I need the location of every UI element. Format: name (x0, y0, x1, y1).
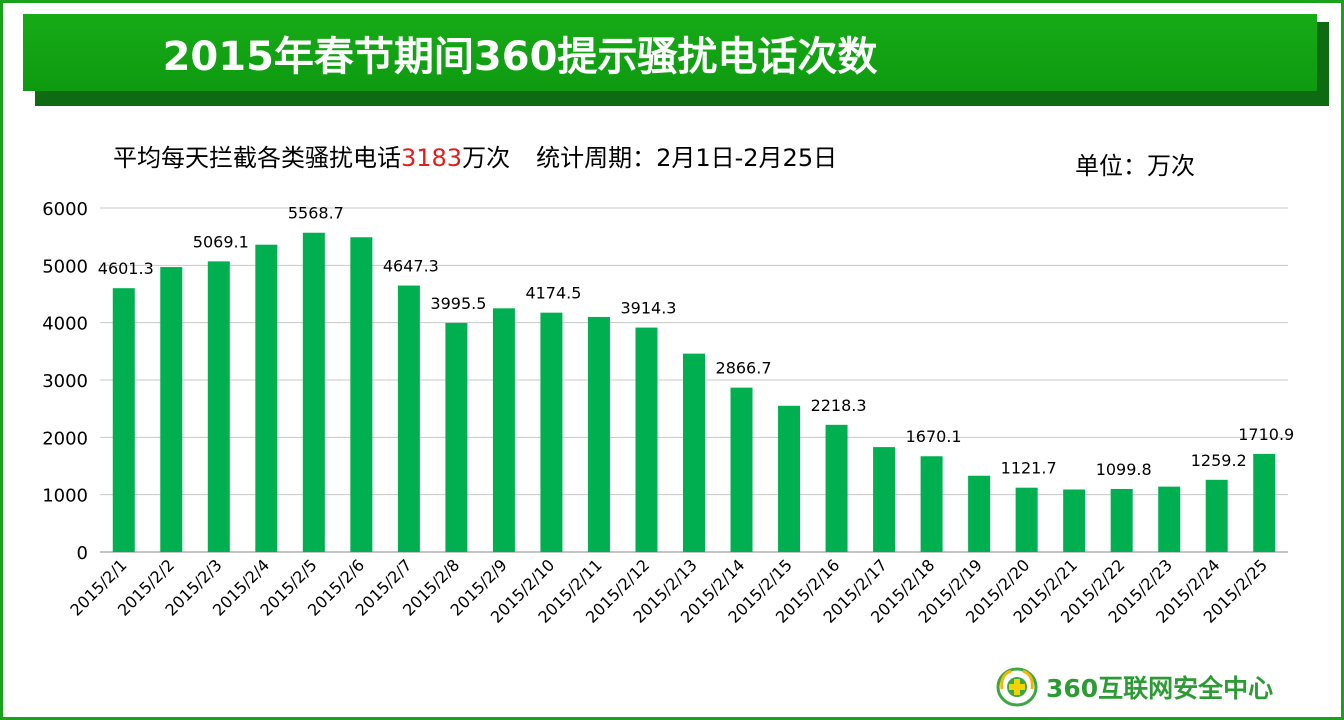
bar (1110, 488, 1133, 552)
data-label: 4647.3 (383, 257, 439, 276)
data-label: 1121.7 (1001, 459, 1057, 478)
y-tick-label: 6000 (42, 199, 88, 220)
bar (492, 308, 515, 552)
360-shield-logo-icon (996, 667, 1038, 707)
y-tick-label: 5000 (42, 256, 88, 277)
data-label: 1259.2 (1191, 451, 1247, 470)
y-tick-label: 0 (77, 543, 88, 564)
summary-highlight-number: 3183 (401, 144, 463, 172)
bar (540, 312, 563, 552)
bar (397, 285, 420, 552)
data-label: 5568.7 (288, 204, 344, 223)
y-tick-label: 1000 (42, 486, 88, 507)
bar (1063, 489, 1086, 552)
bar (445, 322, 468, 552)
bar (635, 327, 658, 552)
bar (302, 232, 325, 553)
bar (350, 237, 373, 553)
footer-logo: 360互联网安全中心 (996, 667, 1273, 707)
bar (1205, 479, 1228, 552)
title-banner: 2015年春节期间360提示骚扰电话次数 (23, 14, 1317, 91)
y-tick-label: 4000 (42, 314, 88, 335)
data-label: 1099.8 (1096, 460, 1152, 479)
bar (920, 456, 943, 552)
summary-text: 平均每天拦截各类骚扰电话3183万次 统计周期：2月1日-2月25日 (113, 138, 837, 173)
page-title: 2015年春节期间360提示骚扰电话次数 (162, 33, 878, 80)
data-label: 1710.9 (1238, 425, 1294, 444)
bar (160, 267, 183, 552)
data-label: 4174.5 (525, 284, 581, 303)
bar (1253, 453, 1276, 552)
data-label: 1670.1 (906, 427, 962, 446)
bar (1158, 486, 1181, 552)
summary-prefix: 平均每天拦截各类骚扰电话 (113, 144, 401, 172)
data-label: 3995.5 (430, 294, 486, 313)
data-label: 5069.1 (193, 232, 249, 251)
bar (255, 244, 278, 552)
data-label: 3914.3 (620, 299, 676, 318)
bar (968, 475, 991, 552)
bar (873, 447, 896, 552)
data-label: 2866.7 (716, 359, 772, 378)
data-label: 2218.3 (811, 396, 867, 415)
footer-logo-text: 360互联网安全中心 (1046, 674, 1274, 703)
summary-suffix: 万次 (462, 144, 511, 172)
bar (587, 316, 610, 552)
bar (825, 424, 848, 552)
bar (778, 405, 801, 552)
unit-label: 单位：万次 (1075, 152, 1195, 180)
y-tick-label: 2000 (42, 428, 88, 449)
bar (207, 261, 230, 552)
bar (1015, 487, 1038, 552)
bar (112, 288, 135, 552)
y-tick-label: 3000 (42, 371, 88, 392)
summary-period: 统计周期：2月1日-2月25日 (536, 144, 838, 172)
bar (730, 387, 753, 552)
data-label: 4601.3 (98, 259, 154, 278)
bar (683, 353, 705, 552)
